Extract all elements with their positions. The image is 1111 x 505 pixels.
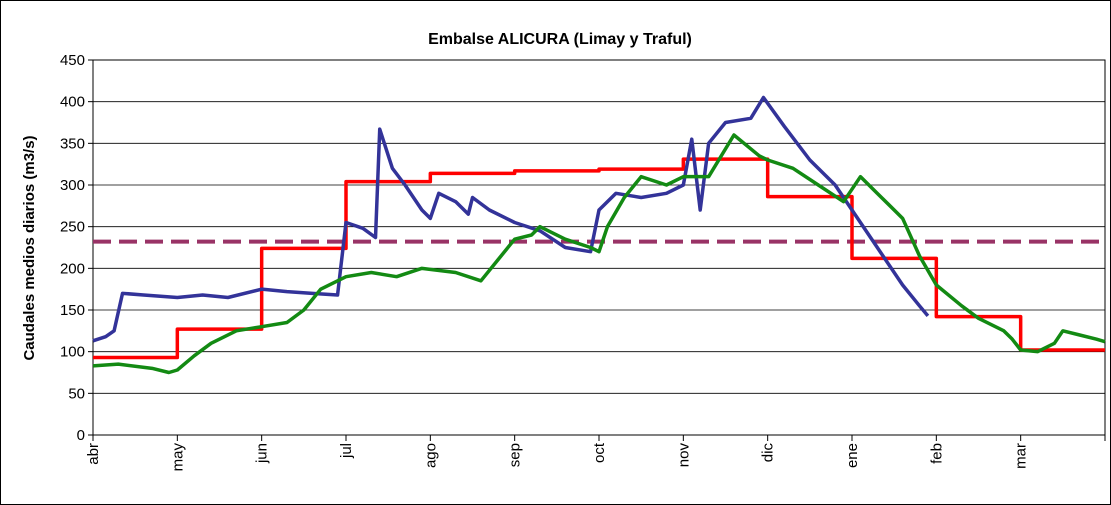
series-line — [92, 95, 930, 343]
x-tick-label: nov — [675, 443, 692, 468]
y-tick-label: 0 — [77, 427, 85, 444]
x-tick-label: ago — [422, 443, 439, 468]
x-tick-label: sep — [507, 443, 524, 467]
x-tick-label: jul — [338, 443, 355, 459]
x-tick-label: jun — [254, 443, 271, 464]
y-tick-label: 250 — [60, 219, 85, 236]
y-tick-label: 50 — [68, 385, 85, 402]
x-tick-label: oct — [591, 442, 608, 463]
x-tick-label: feb — [928, 443, 945, 464]
x-tick-label: may — [169, 443, 186, 472]
y-tick-label: 100 — [60, 344, 85, 361]
y-tick-label: 350 — [60, 135, 85, 152]
y-tick-label: 200 — [60, 260, 85, 277]
x-tick-label: abr — [85, 443, 102, 465]
x-tick-label: mar — [1013, 443, 1030, 469]
step-line — [93, 157, 1105, 360]
chart-title: Embalse ALICURA (Limay y Traful) — [428, 31, 692, 48]
y-tick-label: 400 — [60, 94, 85, 111]
y-tick-label: 150 — [60, 302, 85, 319]
y-tick-label: 450 — [60, 52, 85, 69]
y-axis-label: Caudales medios diarios (m3/s) — [21, 135, 38, 360]
x-tick-label: dic — [760, 443, 777, 463]
series-line — [92, 133, 1106, 375]
y-tick-label: 300 — [60, 177, 85, 194]
x-tick-label: ene — [844, 443, 861, 468]
